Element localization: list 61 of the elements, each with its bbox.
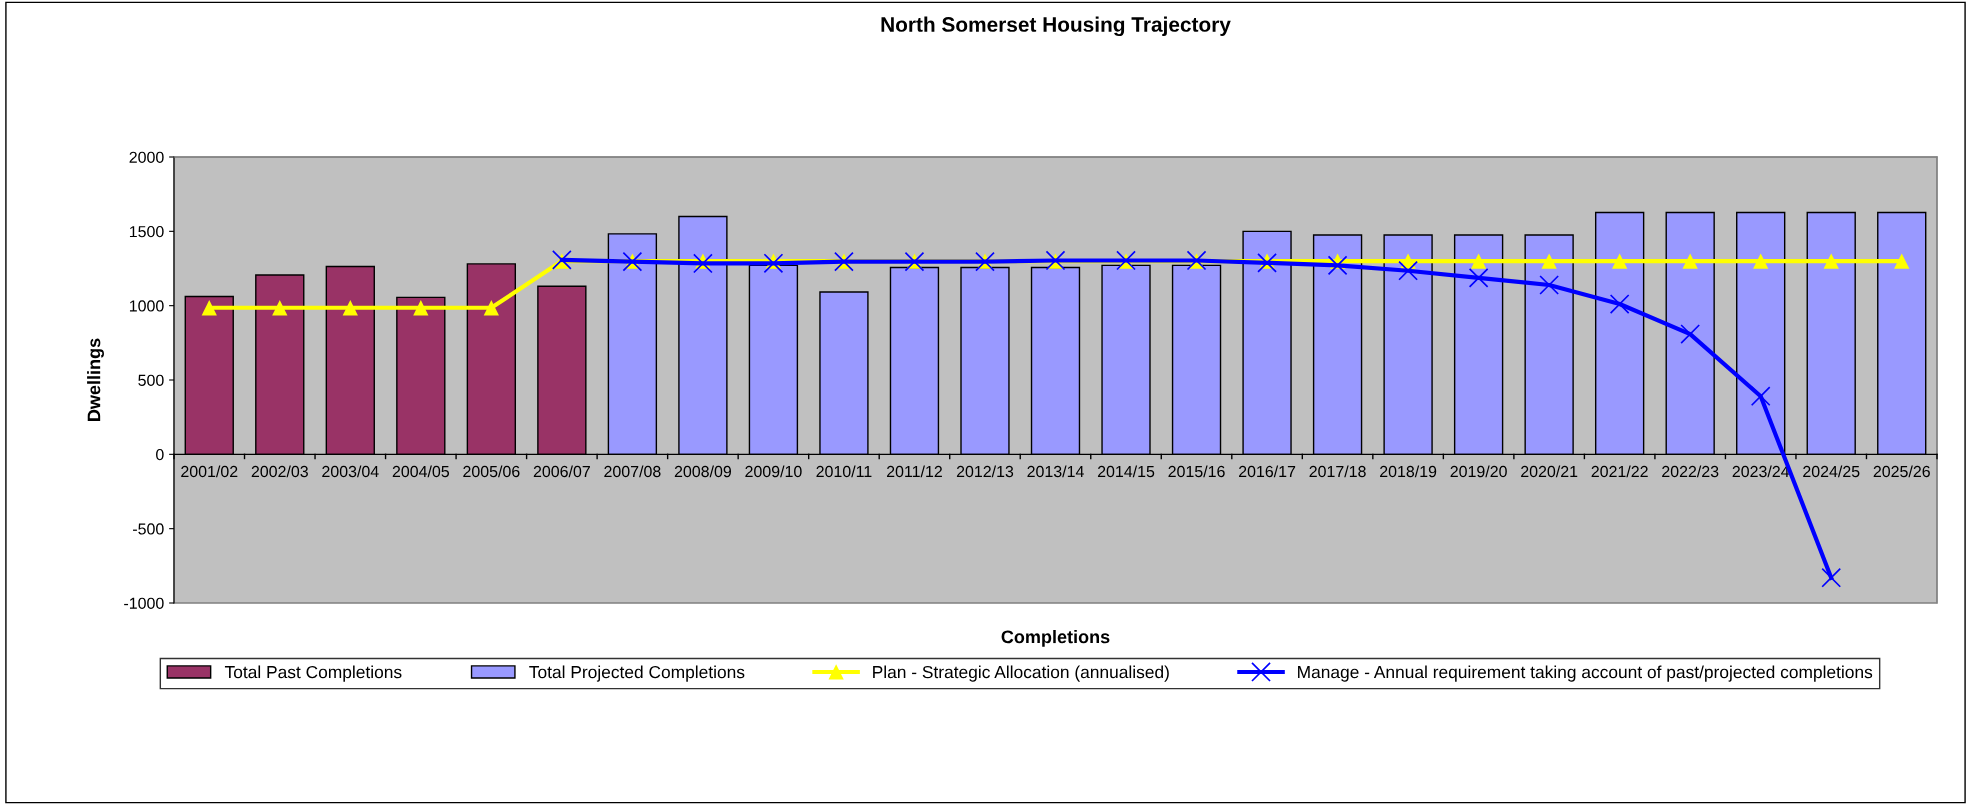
y-tick-label: 0 [156, 448, 164, 461]
point [1327, 255, 1348, 276]
x-tick-label: 2013/14 [1027, 465, 1084, 478]
point [1612, 253, 1628, 269]
y-tick-label: 1500 [129, 225, 164, 238]
point [1682, 253, 1698, 269]
point [483, 300, 499, 316]
x-tick-label: 2002/03 [251, 465, 308, 478]
point [763, 253, 784, 274]
x-tick-label: 2003/04 [322, 465, 379, 478]
legend-label: Total Past Completions [224, 665, 402, 682]
point [1609, 294, 1630, 314]
x-tick-label: 2025/26 [1873, 465, 1930, 478]
y-tick-label: -1000 [124, 597, 164, 609]
point [201, 300, 217, 316]
x-tick-label: 2008/09 [674, 465, 732, 478]
point [1680, 324, 1701, 344]
x-tick-label: 2024/25 [1803, 465, 1860, 478]
y-tick-label: 500 [138, 374, 164, 386]
x-tick-label: 2014/15 [1097, 465, 1155, 478]
point [693, 253, 713, 274]
x-tick-label: 2016/17 [1239, 465, 1296, 478]
x-tick-label: 2017/18 [1309, 465, 1366, 478]
y-axis-title: Dwellings [87, 338, 104, 421]
x-tick-label: 2004/05 [392, 465, 450, 478]
point [1470, 253, 1487, 269]
point [342, 300, 358, 316]
point [272, 300, 288, 316]
x-tick-label: 2010/11 [816, 465, 872, 478]
point [1823, 253, 1839, 269]
x-tick-label: 2019/20 [1450, 465, 1507, 478]
x-tick-label: 2020/21 [1521, 465, 1578, 478]
x-tick-label: 2022/23 [1662, 465, 1719, 478]
point [1468, 268, 1489, 288]
y-tick-label: 1000 [129, 300, 164, 312]
point [1894, 253, 1910, 269]
chart-title: North Somerset Housing Trajectory [881, 16, 1231, 37]
x-tick-label: 2012/13 [956, 465, 1014, 478]
y-tick-label: 2000 [129, 151, 164, 163]
legend-label: Manage - Annual requirement taking account of past/projected completions [1298, 665, 1873, 682]
x-axis-title: Completions [1001, 630, 1110, 647]
point [413, 300, 429, 316]
legend-label: Plan - Strategic Allocation (annualised) [873, 665, 1169, 682]
x-tick-label: 2005/06 [463, 465, 520, 478]
point [1398, 260, 1418, 281]
legend-label: Total Projected Completions [529, 665, 745, 682]
point [1539, 275, 1560, 295]
x-tick-label: 2001/02 [181, 465, 238, 478]
x-tick-label: 2018/19 [1380, 465, 1437, 478]
point [1753, 253, 1769, 269]
x-tick-label: 2011/12 [886, 465, 942, 478]
point [1821, 567, 1842, 588]
point [1750, 386, 1771, 407]
x-tick-label: 2021/22 [1591, 465, 1648, 478]
x-tick-label: 2023/24 [1732, 465, 1790, 478]
x-tick-label: 2006/07 [533, 465, 590, 478]
x-tick-label: 2009/10 [745, 465, 802, 478]
y-tick-label: -500 [133, 523, 164, 535]
x-tick-label: 2015/16 [1168, 465, 1225, 478]
x-tick-label: 2007/08 [604, 465, 661, 478]
point [1541, 253, 1557, 269]
